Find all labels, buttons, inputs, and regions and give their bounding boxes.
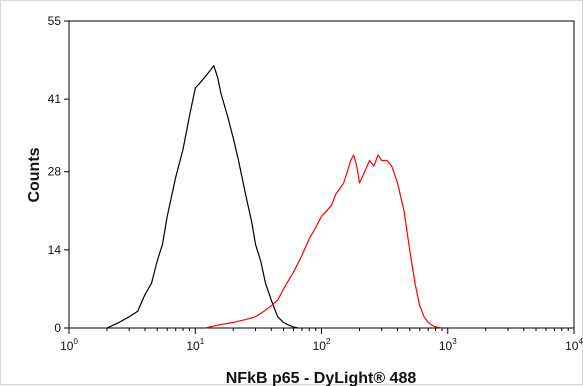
- x-tick-exponent: 4: [578, 337, 583, 346]
- x-tick-label: 104: [565, 337, 583, 353]
- series-group: [106, 65, 443, 329]
- x-tick-label: 103: [439, 337, 457, 353]
- y-tick-label: 28: [48, 165, 62, 179]
- x-tick-exponent: 3: [452, 337, 457, 346]
- y-tick-label: 41: [48, 92, 62, 106]
- x-tick-label: 100: [60, 337, 78, 353]
- y-axis-title: Counts: [26, 147, 43, 202]
- x-tick-base: 10: [439, 339, 453, 353]
- x-tick-exponent: 2: [326, 337, 331, 346]
- y-tick-label: 0: [54, 321, 61, 335]
- x-tick-exponent: 1: [200, 337, 205, 346]
- x-tick-label: 101: [186, 337, 204, 353]
- x-tick-base: 10: [186, 339, 200, 353]
- y-tick-label: 14: [48, 243, 62, 257]
- x-tick-label: 102: [313, 337, 331, 353]
- x-tick-base: 10: [60, 339, 74, 353]
- plot-area-frame: [68, 20, 575, 329]
- y-axis: 0 14 28 41 55: [48, 14, 69, 335]
- x-tick-base: 10: [313, 339, 327, 353]
- series-line-2: [205, 154, 443, 329]
- x-axis: 100 101 102 103 104: [60, 328, 583, 353]
- x-tick-exponent: 0: [73, 337, 78, 346]
- x-axis-title: NFkB p65 - DyLight® 488: [226, 370, 417, 386]
- y-tick-label: 55: [48, 14, 62, 28]
- series-line-1: [106, 65, 299, 329]
- x-tick-base: 10: [565, 339, 579, 353]
